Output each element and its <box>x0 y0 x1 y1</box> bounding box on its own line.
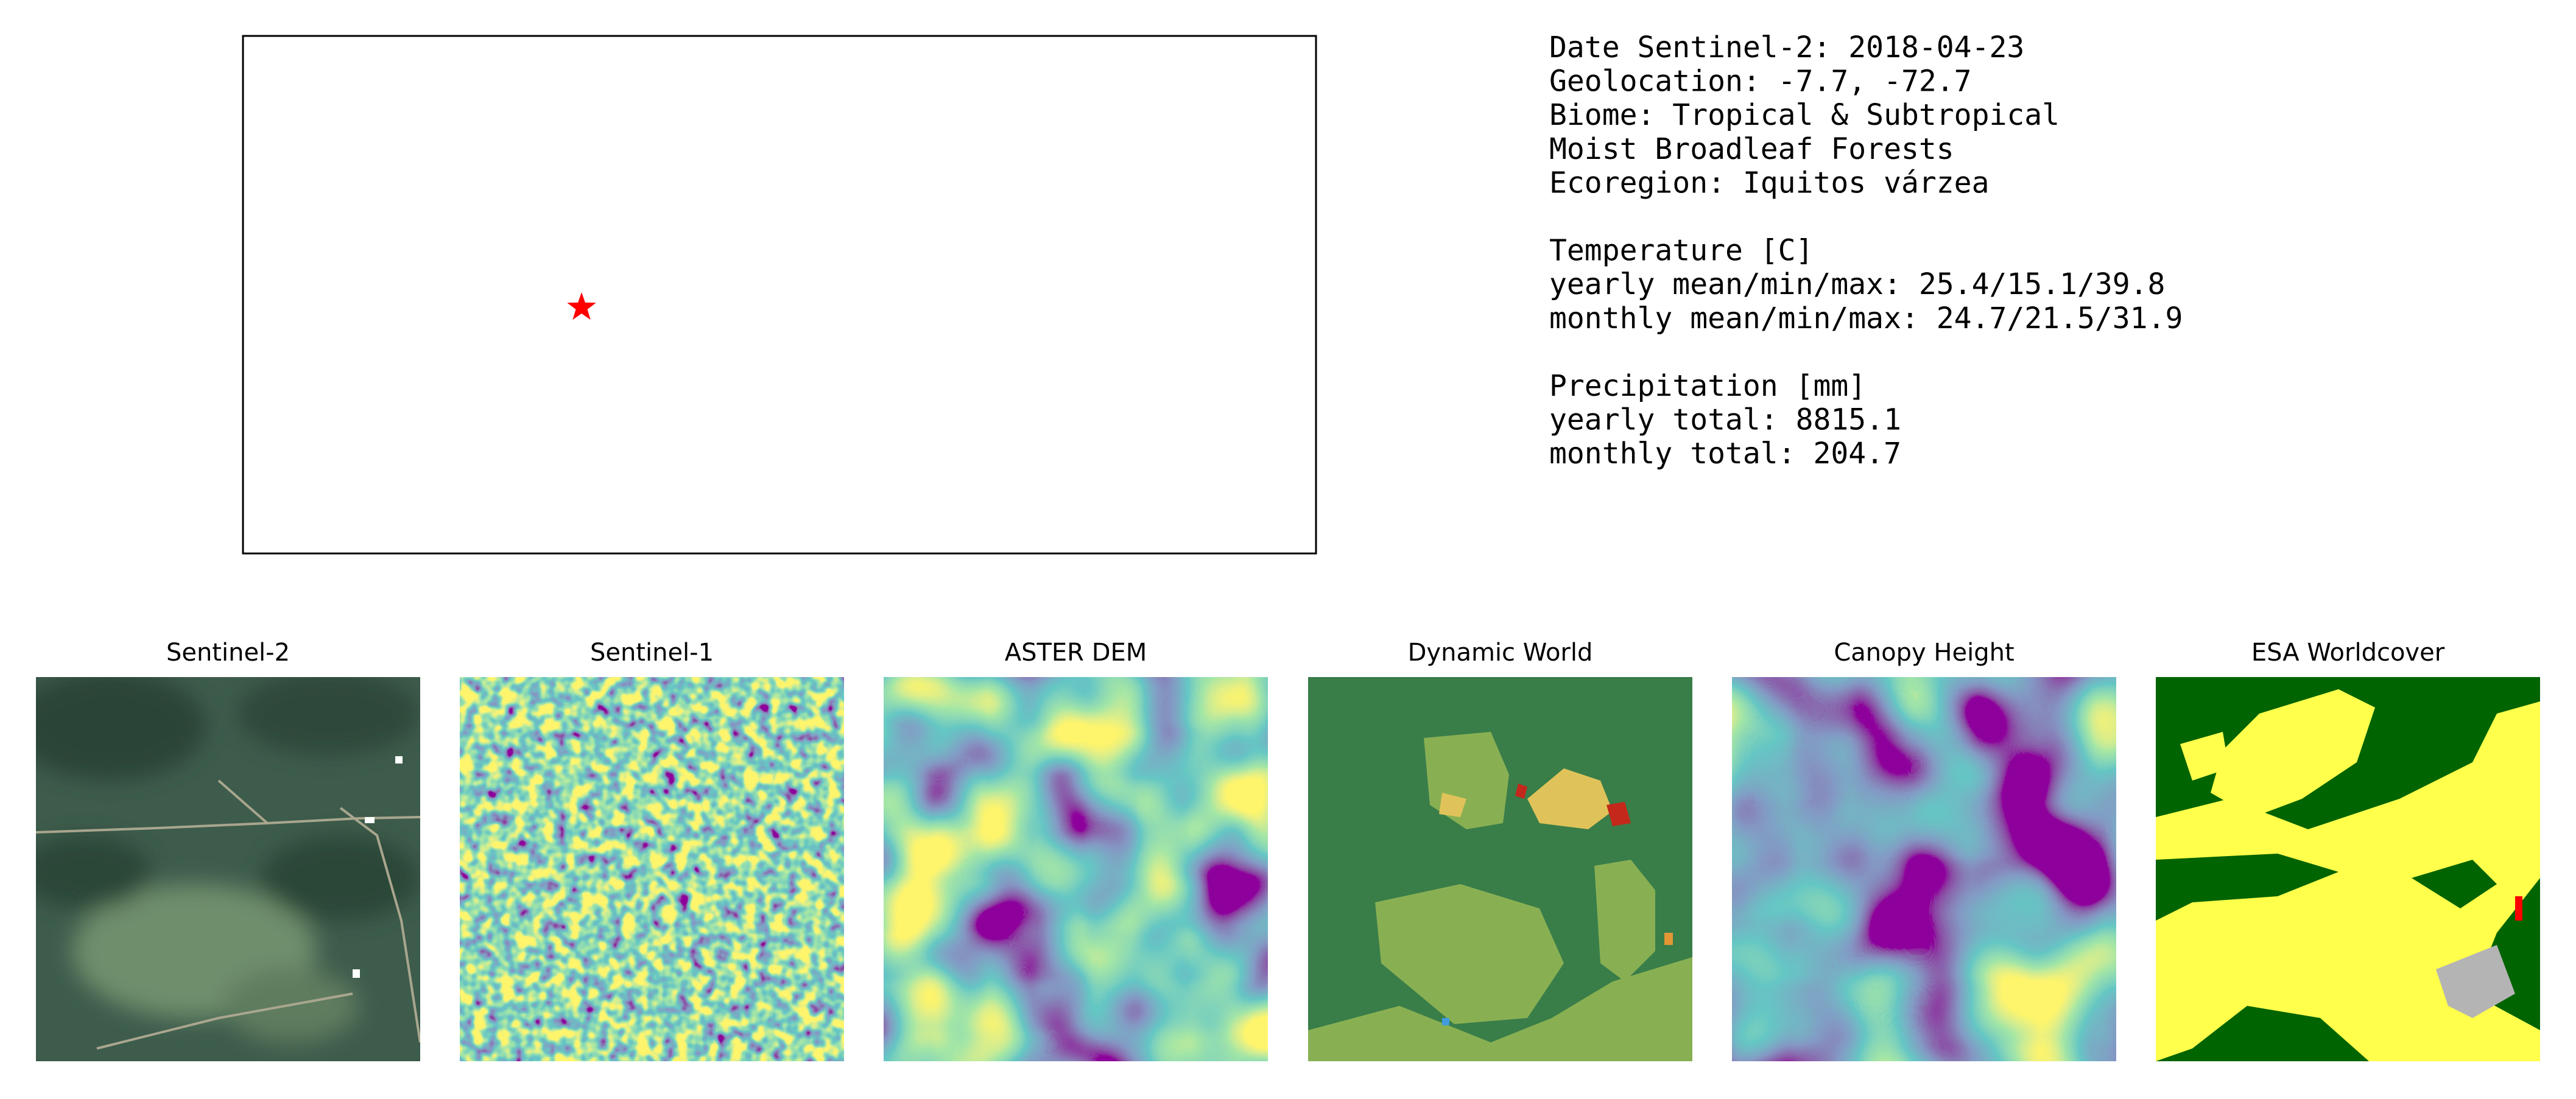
info-line: Precipitation [mm] <box>1549 369 1866 403</box>
info-line: Temperature [C] <box>1549 234 1813 268</box>
image-class <box>1375 884 1564 1024</box>
dem-image <box>884 677 1268 1061</box>
image-class <box>1515 784 1527 799</box>
info-line: Date Sentinel-2: 2018-04-23 <box>1549 30 2024 65</box>
image-class <box>2156 854 2338 921</box>
image-class <box>1308 957 1692 1061</box>
image-class <box>2515 896 2522 921</box>
panel-title: Dynamic World <box>1408 639 1593 667</box>
image-class <box>1439 793 1466 817</box>
image-class <box>1664 933 1673 945</box>
image-roofs <box>365 817 375 823</box>
worldcover-image <box>2156 677 2540 1061</box>
info-line: monthly mean/min/max: 24.7/21.5/31.9 <box>1549 301 2183 335</box>
image-class <box>1606 802 1631 826</box>
sentinel1-image <box>460 677 844 1061</box>
canopy-height-image <box>1732 677 2116 1061</box>
panel-title: Sentinel-2 <box>166 639 290 667</box>
world-map <box>242 35 1317 555</box>
image-texture <box>36 677 420 1042</box>
map-frame <box>242 35 1317 555</box>
panel-title: ESA Worldcover <box>2251 639 2445 667</box>
panel-titles: Sentinel-2 Sentinel-1 ASTER DEM Dynamic Wor… <box>166 639 2445 667</box>
info-text: Date Sentinel-2: 2018-04-23Geolocation: … <box>1549 30 2183 471</box>
image-texture <box>1732 677 2116 1061</box>
image-roofs <box>395 756 403 764</box>
image-class <box>2436 945 2515 1018</box>
info-line: yearly total: 8815.1 <box>1549 403 1901 437</box>
image-texture <box>884 677 1268 1061</box>
info-line: Ecoregion: Iquitos várzea <box>1549 166 1989 200</box>
sentinel2-image <box>36 677 420 1061</box>
image-class <box>1527 768 1613 829</box>
image-class <box>1442 1018 1449 1025</box>
info-line: monthly total: 204.7 <box>1549 437 1901 471</box>
image-class <box>2412 860 2497 908</box>
location-star <box>567 292 596 320</box>
info-line: yearly mean/min/max: 25.4/15.1/39.8 <box>1549 267 2165 301</box>
image-class <box>2211 689 2375 817</box>
image-roofs <box>353 969 360 978</box>
info-line: Biome: Tropical & Subtropical <box>1549 98 2060 132</box>
info-line: Geolocation: -7.7, -72.7 <box>1549 65 1972 99</box>
image-class <box>1594 860 1655 981</box>
image-texture <box>460 677 844 1061</box>
panel-title: ASTER DEM <box>1005 639 1147 667</box>
image-class <box>2180 732 2229 781</box>
panel-title: Canopy Height <box>1834 639 2014 667</box>
panel-title: Sentinel-1 <box>590 639 714 667</box>
panel-images <box>36 677 2540 1061</box>
info-line: Moist Broadleaf Forests <box>1549 132 1954 166</box>
dynamic-world-image <box>1308 677 1692 1061</box>
image-roads <box>36 779 420 1050</box>
